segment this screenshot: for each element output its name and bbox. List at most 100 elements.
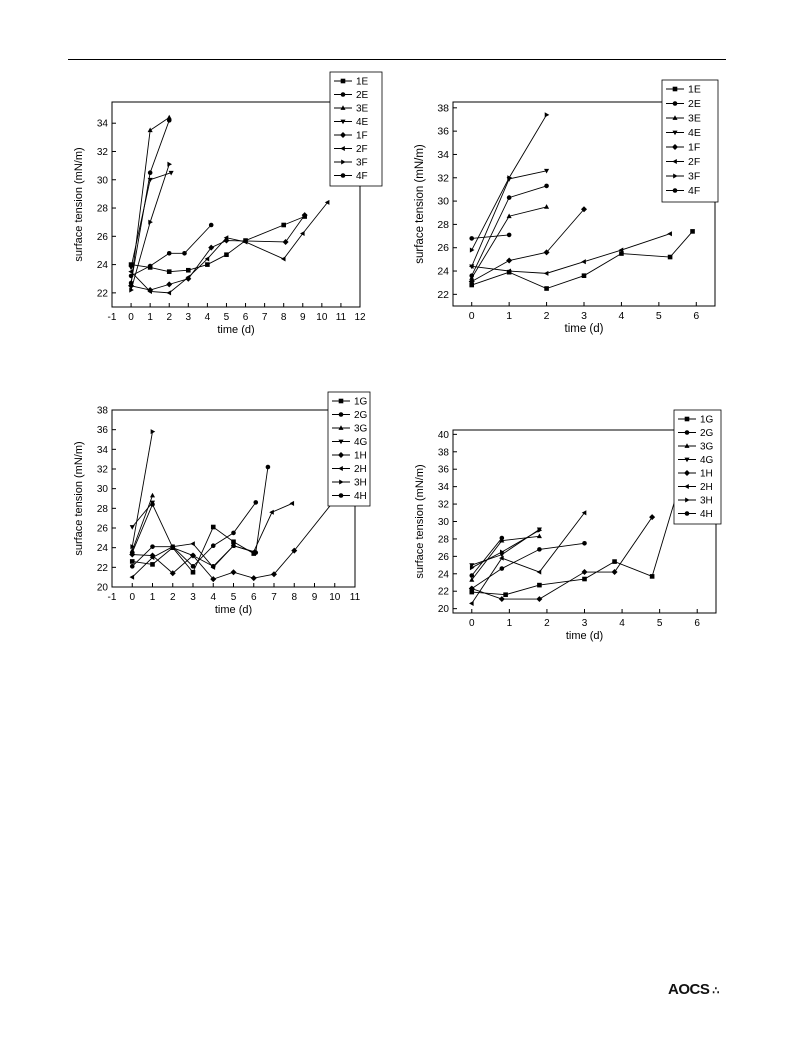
x-tick-label: 10 <box>316 312 328 323</box>
y-tick-label: 26 <box>438 552 450 563</box>
data-point <box>282 238 289 245</box>
legend-label: 4E <box>356 117 369 128</box>
legend-entry: 2E <box>334 90 369 101</box>
series-1F <box>468 206 587 285</box>
x-tick-label: 7 <box>262 312 268 323</box>
y-tick-label: 26 <box>437 242 449 254</box>
x-tick-label: 0 <box>469 310 475 322</box>
legend-entry: 1H <box>332 451 367 462</box>
data-point <box>210 564 216 569</box>
legend-marker <box>684 443 690 448</box>
data-point <box>242 239 248 245</box>
series-line <box>471 529 540 569</box>
data-point <box>253 550 259 555</box>
legend-label: 2E <box>356 90 369 101</box>
data-point <box>190 553 196 558</box>
legend-entry: 2F <box>334 144 368 155</box>
data-point <box>469 563 475 568</box>
legend-label: 2E <box>688 98 701 110</box>
y-tick-label: 34 <box>97 445 109 456</box>
x-tick-label: 4 <box>619 618 625 629</box>
data-point <box>166 114 172 120</box>
data-point <box>536 533 542 539</box>
y-tick-label: 40 <box>438 430 450 441</box>
series-3E <box>469 204 550 280</box>
legend-box <box>673 409 722 525</box>
legend-marker <box>672 115 678 120</box>
y-tick-label: 28 <box>97 504 109 515</box>
data-point <box>147 263 153 269</box>
y-tick-label: 32 <box>97 147 109 158</box>
legend-marker <box>340 105 346 110</box>
legend-marker <box>672 86 678 92</box>
logo-mark-icon: ∴ <box>712 985 719 997</box>
legend-label: 3E <box>356 104 369 115</box>
data-point <box>271 571 277 578</box>
x-tick-label: 1 <box>147 312 153 323</box>
legend-label: 1E <box>688 84 701 96</box>
x-tick-label: 4 <box>205 312 211 323</box>
series-4F <box>128 118 172 286</box>
data-point <box>166 281 173 288</box>
y-tick-label: 30 <box>438 517 450 528</box>
data-point <box>231 539 236 545</box>
data-point <box>500 549 505 555</box>
data-point <box>128 282 135 289</box>
y-tick-label: 22 <box>97 563 109 574</box>
x-tick-label: 5 <box>657 618 663 629</box>
x-tick-label: 4 <box>619 310 625 322</box>
data-point <box>543 270 549 276</box>
data-point <box>544 183 549 189</box>
x-tick-label: 8 <box>281 312 287 323</box>
data-point <box>582 576 587 582</box>
data-point <box>190 564 196 569</box>
data-point <box>223 235 229 241</box>
data-point <box>611 569 618 576</box>
y-tick-label: 38 <box>438 447 450 458</box>
y-tick-label: 24 <box>438 569 450 580</box>
y-axis-label: surface tension (mN/m) <box>73 441 85 555</box>
series-2G <box>129 500 259 569</box>
data-point <box>129 559 135 564</box>
data-point <box>150 429 156 435</box>
y-axis-label: surface tension (mN/m) <box>73 147 85 261</box>
x-tick-label: 5 <box>231 592 237 603</box>
legend-entry: 2H <box>332 464 367 475</box>
data-point <box>544 286 549 291</box>
x-tick-label: 6 <box>694 618 700 629</box>
legend-marker <box>338 452 344 458</box>
data-point <box>649 514 656 521</box>
legend-marker <box>339 479 344 485</box>
y-axis-label: surface tension (mN/m) <box>414 144 426 264</box>
x-tick-label: -1 <box>108 592 117 603</box>
data-point <box>129 525 135 530</box>
x-tick-label: 0 <box>129 592 135 603</box>
data-point <box>190 569 196 575</box>
data-point <box>129 550 135 555</box>
series-line <box>130 224 212 277</box>
x-axis-label: time (d) <box>215 604 252 616</box>
data-point <box>300 230 305 237</box>
data-point <box>537 547 542 552</box>
series-3G <box>469 533 542 582</box>
data-point <box>210 524 216 530</box>
y-tick-label: 32 <box>438 500 450 511</box>
data-point <box>469 600 474 606</box>
legend-marker <box>340 119 346 125</box>
legend-entry: 4H <box>332 491 367 502</box>
data-point <box>149 554 155 561</box>
data-point <box>506 232 512 238</box>
data-point <box>537 527 543 533</box>
data-point <box>281 222 286 228</box>
data-point <box>150 562 155 567</box>
legend-marker <box>340 173 346 178</box>
x-tick-label: 12 <box>354 312 366 323</box>
x-tick-label: 3 <box>581 310 587 322</box>
y-tick-label: 30 <box>437 196 449 208</box>
legend-marker <box>684 470 690 476</box>
series-4F <box>469 232 512 241</box>
legend-entry: 4G <box>678 455 714 466</box>
series-4G <box>469 527 542 568</box>
